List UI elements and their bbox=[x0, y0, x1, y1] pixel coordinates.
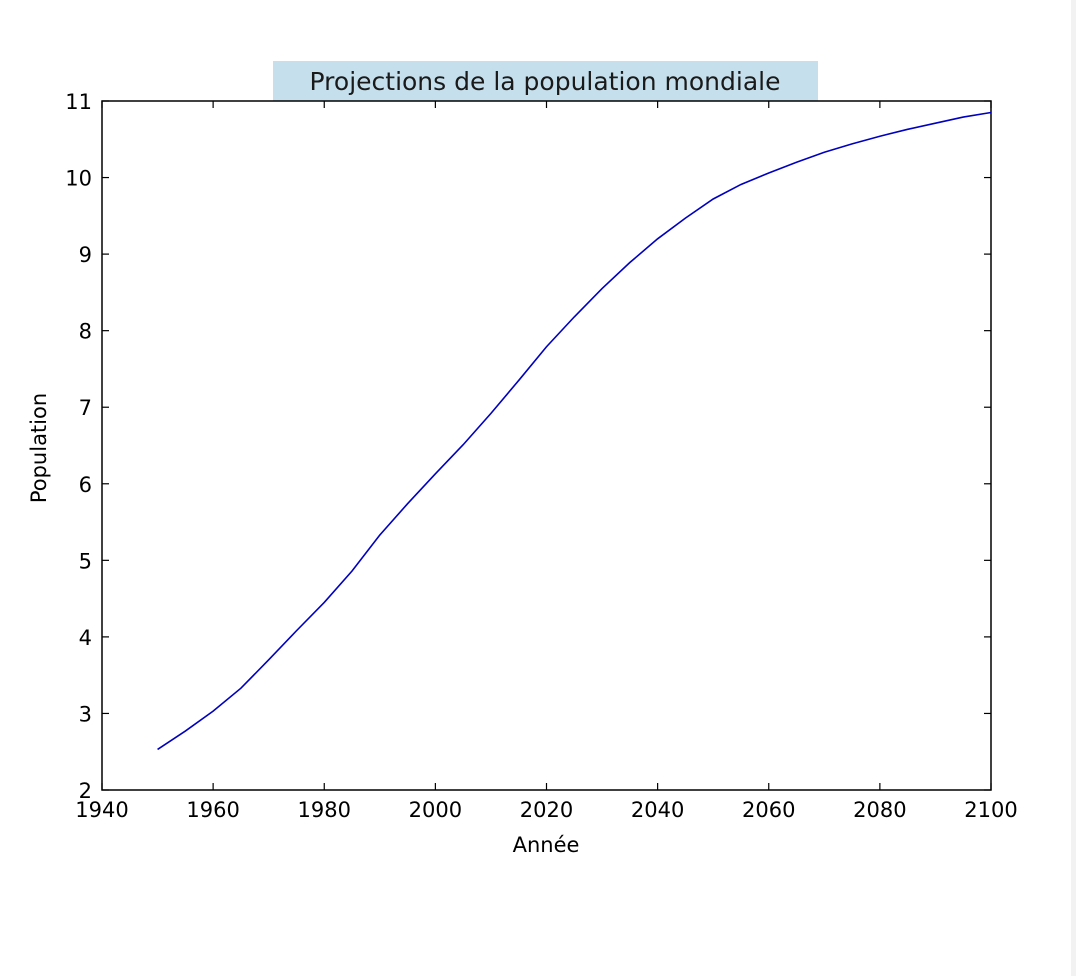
x-tick-label: 1940 bbox=[75, 798, 128, 822]
y-tick-label: 6 bbox=[79, 473, 92, 497]
y-tick-label: 7 bbox=[79, 396, 92, 420]
population-series-line bbox=[157, 111, 992, 751]
x-tick-label: 2020 bbox=[520, 798, 573, 822]
y-axis-ticks: 2 3 4 5 6 7 8 9 10 11 bbox=[65, 90, 991, 803]
x-tick-label: 2060 bbox=[742, 798, 795, 822]
x-tick-label: 2000 bbox=[409, 798, 462, 822]
chart-title: Projections de la population mondiale bbox=[310, 67, 781, 96]
y-tick-label: 4 bbox=[79, 626, 92, 650]
title-box bbox=[273, 61, 818, 101]
x-axis-ticks: 1940 1960 1980 2000 2020 2040 2060 2080 2100 bbox=[75, 101, 1018, 822]
y-tick-label: 11 bbox=[65, 90, 92, 114]
y-tick-label: 2 bbox=[79, 779, 92, 803]
y-tick-label: 3 bbox=[79, 702, 92, 726]
x-tick-label: 1980 bbox=[298, 798, 351, 822]
x-tick-label: 2040 bbox=[631, 798, 684, 822]
x-tick-label: 1960 bbox=[186, 798, 239, 822]
x-tick-label: 2080 bbox=[853, 798, 906, 822]
y-tick-label: 5 bbox=[79, 549, 92, 573]
x-tick-label: 2100 bbox=[964, 798, 1017, 822]
y-axis-label: Population bbox=[27, 393, 51, 503]
y-tick-label: 8 bbox=[79, 320, 92, 344]
y-tick-label: 9 bbox=[79, 243, 92, 267]
x-axis-label: Année bbox=[513, 833, 580, 857]
y-tick-label: 10 bbox=[65, 167, 92, 191]
plot-frame bbox=[101, 100, 992, 791]
page-edge bbox=[1071, 0, 1076, 976]
